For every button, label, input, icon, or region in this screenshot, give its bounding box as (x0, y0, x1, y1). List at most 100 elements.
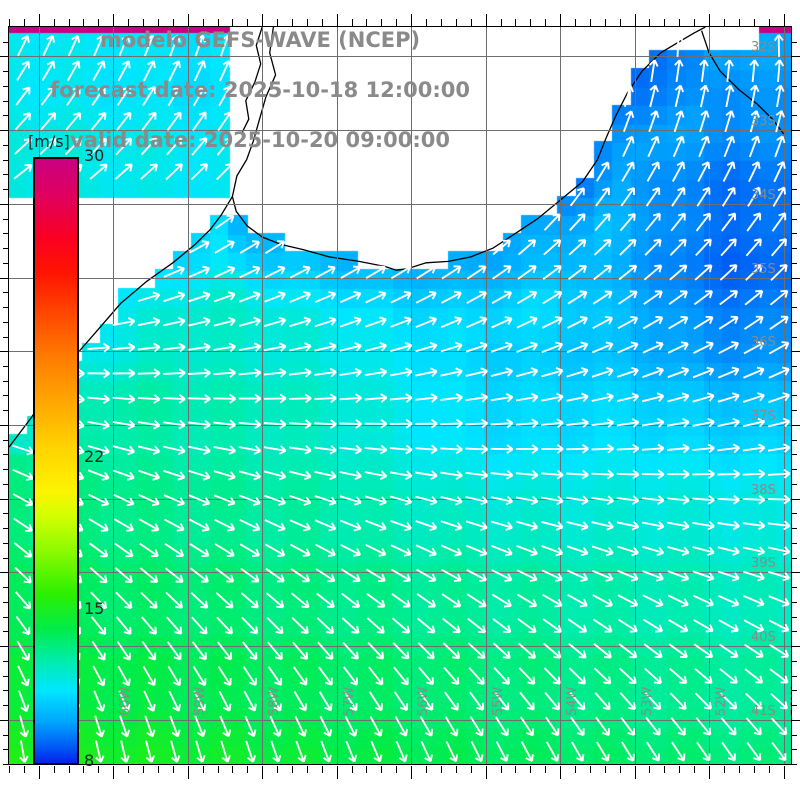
colorbar-tick-label: 30 (84, 146, 105, 165)
axis-tick (792, 174, 797, 175)
lon-tick-label: 52W (714, 686, 729, 716)
axis-tick (3, 381, 8, 382)
axis-tick (605, 19, 606, 26)
axis-tick (792, 160, 797, 161)
axis-tick (792, 661, 797, 662)
axis-tick (739, 19, 740, 26)
axis-tick (679, 766, 680, 773)
axis-tick (515, 766, 516, 773)
axis-tick (784, 766, 785, 779)
axis-tick (694, 766, 695, 773)
axis-tick (3, 469, 8, 470)
axis-tick (307, 19, 308, 26)
axis-tick (3, 528, 8, 529)
axis-tick (337, 14, 338, 26)
axis-tick (784, 14, 785, 26)
gridline-lon (337, 27, 338, 764)
axis-tick (792, 690, 797, 691)
gridline-lat (9, 56, 791, 57)
axis-tick (0, 130, 8, 131)
axis-tick (620, 766, 621, 773)
colorbar-unit-label: [m/s] (28, 132, 70, 151)
axis-tick (792, 395, 797, 396)
axis-tick (203, 19, 204, 26)
axis-tick (792, 469, 797, 470)
lon-tick-label: 59W (193, 686, 208, 716)
colorbar[interactable] (33, 157, 79, 765)
axis-tick (9, 19, 10, 26)
axis-tick (792, 145, 797, 146)
axis-tick (649, 19, 650, 26)
axis-tick (545, 766, 546, 773)
axis-tick (69, 19, 70, 26)
axis-tick (232, 19, 233, 26)
axis-tick (575, 19, 576, 26)
colorbar-tick-label: 22 (84, 446, 105, 466)
axis-tick (545, 19, 546, 26)
axis-tick (792, 440, 797, 441)
axis-tick (411, 766, 412, 779)
axis-tick (69, 766, 70, 773)
axis-tick (277, 766, 278, 773)
axis-tick (98, 766, 99, 773)
axis-tick (0, 351, 8, 352)
axis-tick (381, 19, 382, 26)
axis-tick (0, 204, 8, 205)
axis-tick (366, 766, 367, 773)
axis-tick (54, 19, 55, 26)
axis-tick (635, 14, 636, 26)
axis-tick (277, 19, 278, 26)
lon-tick-label: 60W (118, 686, 133, 716)
axis-tick (486, 14, 487, 26)
axis-tick (396, 19, 397, 26)
axis-tick (322, 19, 323, 26)
axis-tick (3, 617, 8, 618)
axis-tick (262, 766, 263, 779)
lon-tick-label: 56W (416, 686, 431, 716)
axis-tick (560, 766, 561, 779)
axis-tick (3, 395, 8, 396)
axis-tick (792, 676, 797, 677)
axis-tick (128, 766, 129, 773)
axis-tick (792, 425, 800, 426)
axis-tick (3, 513, 8, 514)
axis-tick (3, 337, 8, 338)
axis-tick (3, 690, 8, 691)
axis-tick (232, 766, 233, 773)
left-axis-ticks (0, 26, 8, 765)
axis-tick (792, 528, 797, 529)
axis-tick (792, 602, 797, 603)
axis-tick (590, 766, 591, 773)
axis-tick (3, 410, 8, 411)
axis-tick (9, 766, 10, 773)
axis-tick (3, 764, 8, 765)
axis-tick (792, 130, 800, 131)
axis-tick (679, 19, 680, 26)
axis-tick (0, 720, 8, 721)
axis-tick (3, 189, 8, 190)
axis-tick (3, 602, 8, 603)
axis-tick (3, 676, 8, 677)
map-plot-area[interactable]: 61W60W59W58W57W56W55W54W53W52W51W32S33S3… (8, 26, 792, 765)
axis-tick (0, 572, 8, 573)
axis-tick (792, 56, 800, 57)
lat-tick-label: 38S (751, 483, 776, 498)
lon-tick-label: 54W (565, 686, 580, 716)
axis-tick (143, 19, 144, 26)
axis-tick (792, 307, 797, 308)
axis-tick (664, 766, 665, 773)
axis-tick (3, 42, 8, 43)
axis-tick (649, 766, 650, 773)
lon-tick-label: 58W (267, 686, 282, 716)
axis-tick (792, 410, 797, 411)
axis-tick (24, 19, 25, 26)
axis-tick (396, 766, 397, 773)
axis-tick (792, 71, 797, 72)
axis-tick (188, 14, 189, 26)
axis-tick (218, 19, 219, 26)
lat-tick-label: 32S (751, 40, 776, 55)
axis-tick (158, 19, 159, 26)
top-axis-ticks (8, 14, 792, 26)
axis-tick (3, 307, 8, 308)
